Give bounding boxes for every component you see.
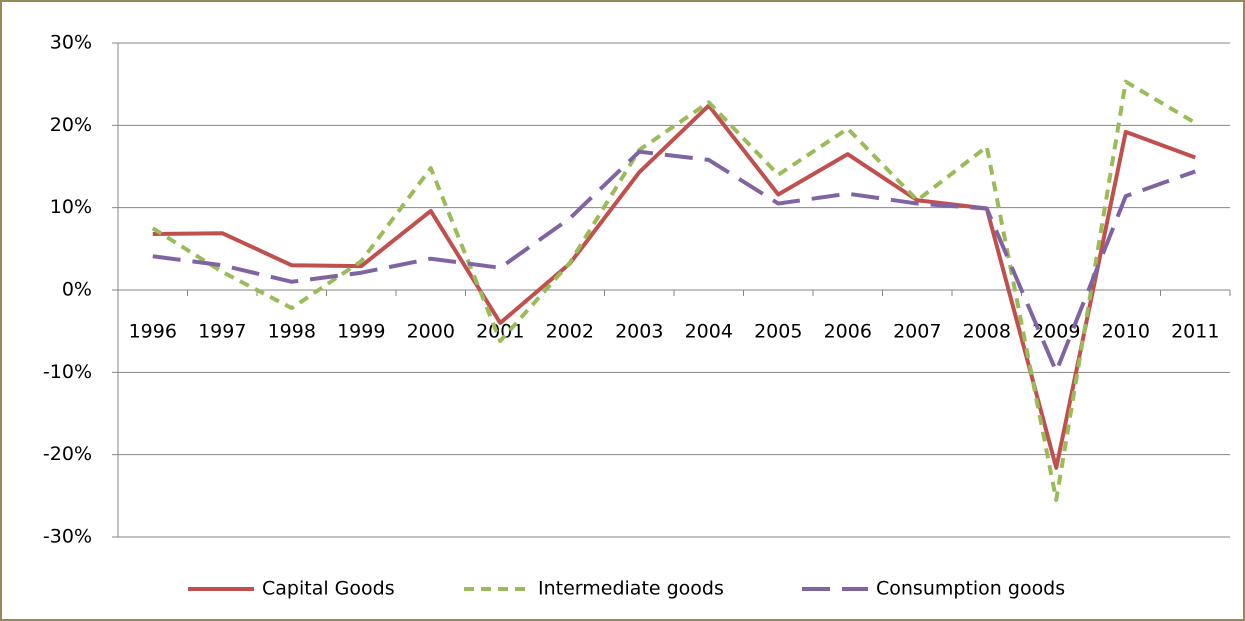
y-tick-label: 30%	[50, 32, 92, 54]
x-tick-label: 1999	[337, 321, 385, 343]
y-tick-label: 0%	[62, 279, 92, 301]
x-tick-label: 1998	[268, 321, 316, 343]
series-line	[152, 149, 1196, 374]
x-tick-label: 2009	[1032, 321, 1080, 343]
legend-label: Capital Goods	[262, 578, 395, 600]
x-tick-label: 2011	[1171, 321, 1219, 343]
x-tick-label: 1997	[198, 321, 246, 343]
y-tick-label: -10%	[43, 361, 92, 383]
x-tick-label: 1996	[129, 321, 177, 343]
x-tick-label: 2002	[546, 321, 594, 343]
y-tick-label: 10%	[50, 196, 92, 218]
x-tick-label: 2003	[615, 321, 663, 343]
y-tick-label: -20%	[43, 443, 92, 465]
series-line	[151, 79, 1197, 502]
x-tick-label: 2000	[407, 321, 455, 343]
x-tick-label: 2007	[893, 321, 941, 343]
y-tick-label: -30%	[43, 526, 92, 548]
x-tick-label: 2010	[1102, 321, 1150, 343]
legend-label: Intermediate goods	[538, 578, 724, 600]
x-tick-label: 2005	[754, 321, 802, 343]
x-tick-label: 2004	[685, 321, 733, 343]
legend-label: Consumption goods	[876, 578, 1065, 600]
series-line	[152, 103, 1196, 470]
x-tick-label: 2008	[963, 321, 1011, 343]
y-tick-label: 20%	[50, 114, 92, 136]
x-tick-label: 2006	[824, 321, 872, 343]
